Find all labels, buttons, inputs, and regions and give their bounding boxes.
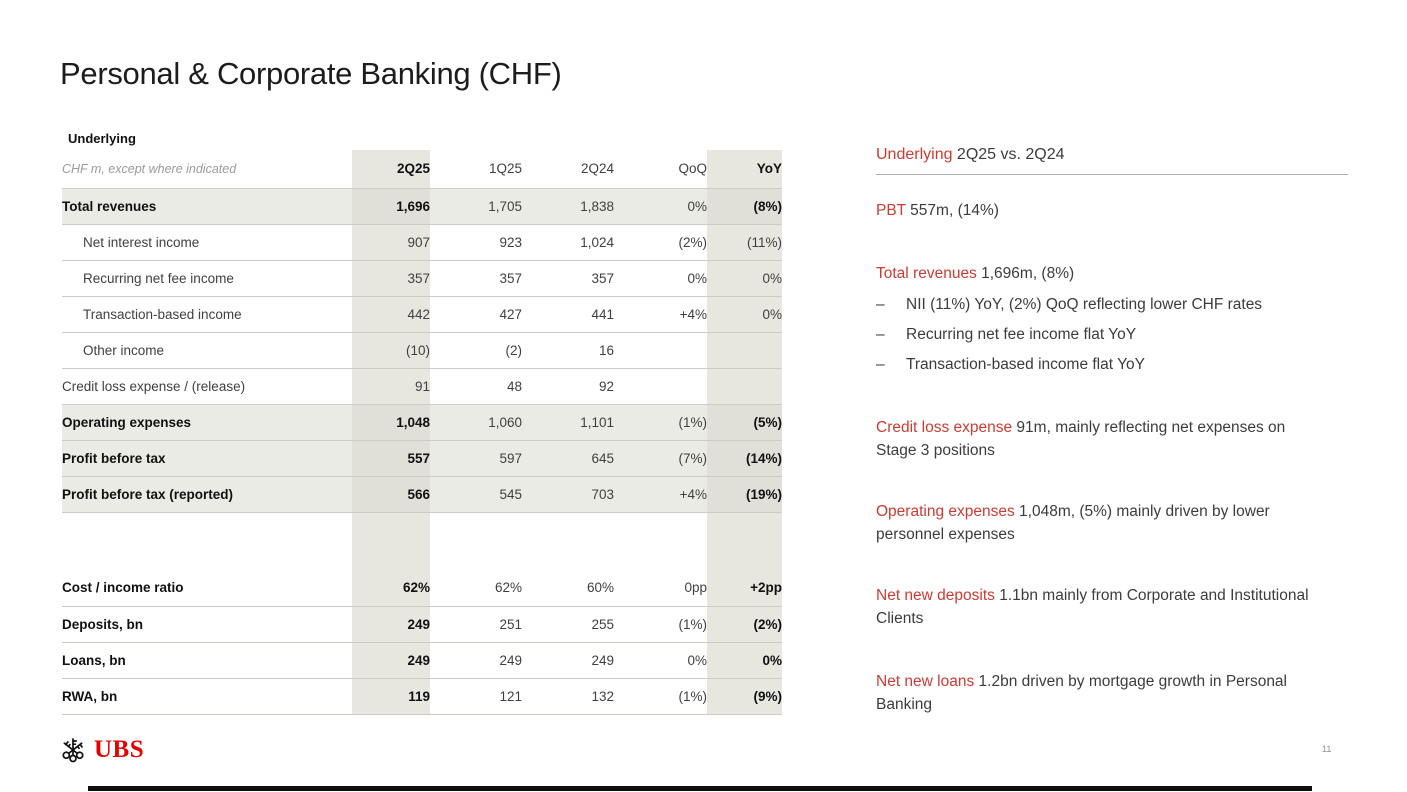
table-header-row: CHF m, except where indicated 2Q25 1Q25 … (62, 150, 782, 188)
commentary-block-credit-loss: Credit loss expense 91m, mainly reflecti… (876, 419, 1286, 459)
table-unit-note: CHF m, except where indicated (62, 161, 237, 176)
bullet-item: – Transaction-based income flat YoY (876, 356, 1145, 373)
table-row-net-interest-income: Net interest income 907 923 1,024 (2%) (… (62, 223, 782, 260)
table-row-profit-before-tax-reported: Profit before tax (reported) 566 545 703… (62, 475, 782, 512)
commentary-block-net-new-loans: Net new loans 1.2bn driven by mortgage g… (876, 673, 1287, 713)
column-header-yoy: YoY (707, 150, 782, 188)
page-title: Personal & Corporate Banking (CHF) (60, 56, 562, 91)
ubs-wordmark: UBS (94, 736, 145, 763)
table-row-total-revenues: Total revenues 1,696 1,705 1,838 0% (8%) (62, 187, 782, 224)
table-row-recurring-net-fee-income: Recurring net fee income 357 357 357 0% … (62, 259, 782, 296)
table-row-credit-loss-expense: Credit loss expense / (release) 91 48 92 (62, 367, 782, 404)
commentary-block-net-new-deposits: Net new deposits 1.1bn mainly from Corpo… (876, 587, 1309, 627)
table-row-rwa: RWA, bn 119 121 132 (1%) (9%) (62, 677, 782, 715)
ubs-three-keys-icon (62, 738, 84, 763)
commentary-heading-rest: 2Q25 vs. 2Q24 (952, 146, 1065, 163)
bullet-item: – Recurring net fee income flat YoY (876, 326, 1137, 343)
table-spacer-row (62, 511, 782, 570)
commentary-block-total-revenues: Total revenues 1,696m, (8%) – NII (11%) … (876, 262, 1324, 376)
table-row-deposits: Deposits, bn 249 251 255 (1%) (2%) (62, 605, 782, 642)
total-revenues-bullet-list: – NII (11%) YoY, (2%) QoQ reflecting low… (876, 294, 1324, 376)
table-row-other-income: Other income (10) (2) 16 (62, 331, 782, 368)
financials-table: CHF m, except where indicated 2Q25 1Q25 … (62, 150, 782, 715)
column-header-2q24: 2Q24 (580, 161, 614, 177)
column-header-1q25: 1Q25 (488, 161, 522, 177)
ubs-logo: UBS (58, 735, 144, 765)
bullet-item: – NII (11%) YoY, (2%) QoQ reflecting low… (876, 296, 1263, 313)
column-header-2q25: 2Q25 (352, 150, 430, 188)
commentary-block-operating-expenses: Operating expenses 1,048m, (5%) mainly d… (876, 503, 1270, 543)
table-row-profit-before-tax: Profit before tax 557 597 645 (7%) (14%) (62, 439, 782, 476)
table-row-cost-income-ratio: Cost / income ratio 62% 62% 60% 0pp +2pp (62, 570, 782, 606)
commentary-block-pbt: PBT 557m, (14%) (876, 202, 999, 219)
table-section-label: Underlying (68, 131, 136, 146)
commentary-heading-lead: Underlying (876, 146, 953, 163)
commentary-panel: Underlying 2Q25 vs. 2Q24 PBT 557m, (14%)… (876, 146, 1348, 716)
table-row-loans: Loans, bn 249 249 249 0% 0% (62, 641, 782, 678)
column-header-qoq: QoQ (678, 161, 707, 177)
table-row-operating-expenses: Operating expenses 1,048 1,060 1,101 (1%… (62, 403, 782, 440)
footer-rule (88, 786, 1312, 791)
commentary-heading: Underlying 2Q25 vs. 2Q24 (876, 146, 1348, 175)
page-number: 11 (1322, 744, 1332, 754)
table-row-transaction-based-income: Transaction-based income 442 427 441 +4%… (62, 295, 782, 332)
